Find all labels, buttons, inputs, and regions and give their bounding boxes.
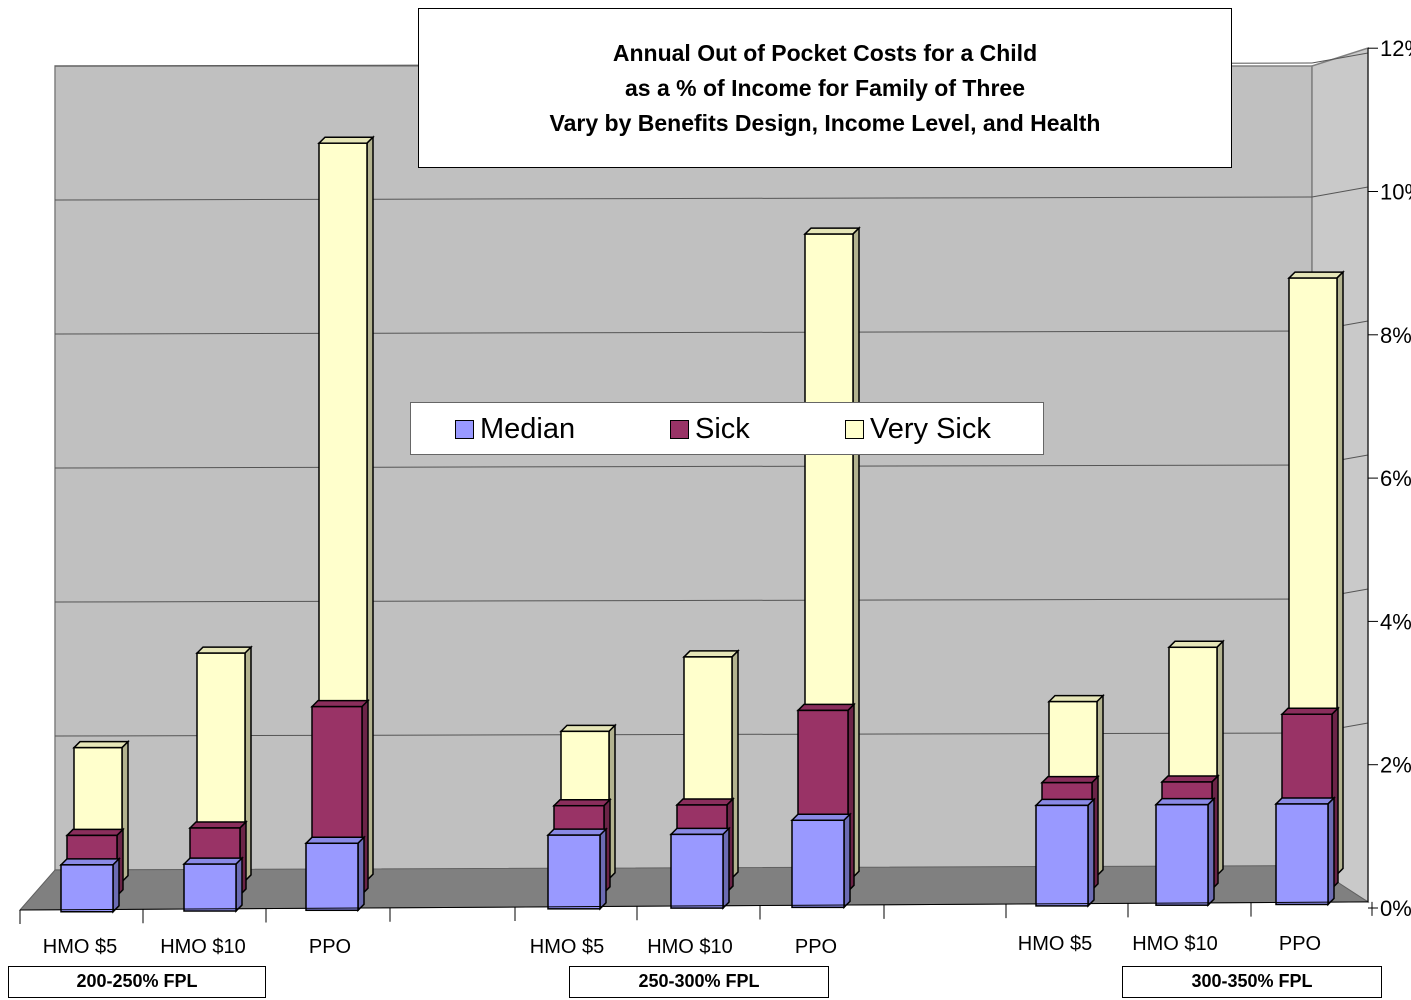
legend: Median Sick Very Sick (410, 402, 1044, 455)
legend-swatch-sick (670, 420, 689, 439)
title-line-2: as a % of Income for Family of Three (624, 74, 1026, 101)
bar-median (790, 812, 852, 910)
legend-swatch-median (455, 420, 474, 439)
bar-face (183, 863, 237, 912)
y-tick-label: 4% (1380, 609, 1411, 634)
gridline-side (1311, 52, 1369, 64)
bar-top (1040, 775, 1100, 784)
chart-title: Annual Out of Pocket Costs for a Child a… (418, 8, 1232, 168)
bar-top (682, 650, 740, 658)
bar-median (1274, 796, 1336, 907)
bar-face (1035, 804, 1089, 907)
bar-top (195, 646, 253, 654)
x-tick-label: HMO $10 (160, 936, 246, 958)
legend-item-median: Median (455, 413, 575, 446)
bars (59, 135, 1345, 914)
group-label-300-350: 300-350% FPL (1122, 966, 1382, 998)
legend-label-sick: Sick (695, 413, 750, 445)
bar-top (1274, 797, 1336, 805)
y-tick-label: 8% (1380, 323, 1411, 348)
bar-top (65, 828, 125, 837)
bar-side (599, 827, 607, 911)
bar-side (235, 856, 243, 913)
legend-swatch-very-sick (845, 420, 864, 439)
bar-top (552, 798, 612, 807)
bar-top (188, 821, 248, 829)
bar-median (59, 857, 121, 914)
x-axis (19, 901, 1369, 911)
y-tick-label: 2% (1380, 753, 1411, 778)
group-label-250-300: 250-300% FPL (569, 966, 829, 998)
gridline (54, 464, 1313, 469)
bar-top (310, 699, 370, 708)
y-tick-label: 0% (1380, 896, 1411, 921)
x-tick-label: PPO (1279, 933, 1321, 955)
title-line-3: Vary by Benefits Design, Income Level, a… (549, 109, 1101, 136)
bar-top (546, 828, 608, 836)
x-tick-label: PPO (309, 936, 351, 958)
bar-top (1280, 707, 1340, 715)
x-tick-label: HMO $5 (530, 936, 604, 958)
gridline (54, 330, 1313, 335)
bar-top (317, 136, 375, 144)
gridline (54, 196, 1313, 201)
bar-top (675, 798, 735, 806)
y-tick-label: 6% (1380, 466, 1411, 491)
bar-face (547, 834, 601, 910)
bar-side (843, 812, 851, 910)
axis-labels: 0% 2% 4% 6% 8% 10% 12% HMO $5 HMO $10 PPO HMO $5 HM… (43, 36, 1411, 958)
legend-item-very-sick: Very Sick (845, 413, 991, 446)
x-tick-label: HMO $5 (1018, 933, 1092, 955)
bar-median (1154, 796, 1216, 907)
bar-face (1275, 803, 1329, 906)
bar-top (790, 813, 852, 822)
x-tick-label: HMO $10 (647, 936, 733, 958)
bar-face (670, 833, 724, 909)
group-label-200-250: 200-250% FPL (8, 966, 266, 998)
bar-median (304, 835, 366, 913)
title-line-1: Annual Out of Pocket Costs for a Child (612, 39, 1038, 66)
bar-face (305, 842, 359, 912)
bar-top (182, 857, 244, 865)
bar-face (60, 864, 114, 913)
bar-top (72, 740, 130, 749)
x-tick-label: HMO $5 (43, 936, 117, 958)
bar-top (1154, 797, 1216, 806)
y-tick-label: 10% (1380, 180, 1411, 205)
bar-face (1155, 803, 1209, 906)
gridline-side (1311, 186, 1369, 198)
bar-top (1160, 775, 1220, 783)
bar-top (1287, 271, 1345, 279)
legend-item-sick: Sick (670, 413, 750, 446)
bar-side (357, 835, 365, 913)
gridline (54, 598, 1313, 603)
x-tick-label: HMO $10 (1132, 933, 1218, 955)
legend-label-median: Median (480, 413, 576, 445)
bar-top (796, 703, 856, 712)
bar-median (1034, 797, 1096, 908)
bar-top (1034, 798, 1096, 807)
bar-top (1167, 640, 1225, 649)
bar-median (546, 827, 608, 911)
bar-median (669, 826, 731, 910)
bar-top (59, 858, 121, 866)
bar-top (1047, 694, 1105, 703)
bar-top (669, 827, 731, 836)
bar-side (722, 826, 730, 910)
x-tick-label: PPO (795, 936, 837, 958)
y-tick-label: 12% (1380, 36, 1411, 61)
bar-face (791, 819, 845, 909)
bar-median (182, 856, 244, 913)
legend-label-very-sick: Very Sick (870, 413, 991, 445)
bar-side (112, 857, 120, 914)
bar-side (1207, 796, 1215, 907)
bar-side (1327, 796, 1335, 907)
bar-top (803, 227, 861, 235)
bar-top (559, 724, 617, 733)
bar-side (1087, 797, 1095, 908)
bar-top (304, 836, 366, 845)
axes (19, 47, 1378, 924)
